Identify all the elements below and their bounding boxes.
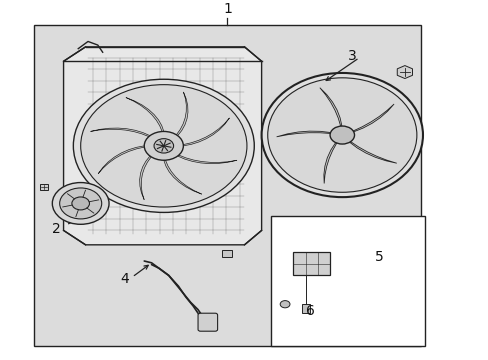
- Circle shape: [60, 188, 102, 219]
- Text: 2: 2: [52, 222, 61, 236]
- Bar: [222, 250, 232, 257]
- Bar: [34, 25, 420, 346]
- Text: 6: 6: [305, 305, 314, 318]
- Polygon shape: [319, 88, 341, 126]
- Text: 3: 3: [347, 49, 356, 63]
- Polygon shape: [177, 155, 237, 164]
- Ellipse shape: [267, 78, 416, 192]
- Polygon shape: [126, 98, 163, 131]
- Polygon shape: [176, 92, 187, 136]
- Circle shape: [52, 183, 109, 224]
- Text: 4: 4: [120, 272, 129, 286]
- Polygon shape: [163, 160, 202, 194]
- Polygon shape: [276, 131, 330, 137]
- Circle shape: [81, 85, 246, 207]
- Bar: [40, 184, 48, 190]
- Circle shape: [280, 301, 289, 308]
- Polygon shape: [396, 66, 412, 78]
- Polygon shape: [183, 118, 229, 146]
- Bar: [271, 216, 425, 346]
- Circle shape: [73, 79, 254, 212]
- Bar: [293, 252, 329, 275]
- Polygon shape: [98, 146, 144, 174]
- Bar: [302, 304, 309, 313]
- Ellipse shape: [261, 73, 422, 197]
- FancyBboxPatch shape: [198, 313, 217, 331]
- Circle shape: [72, 197, 89, 210]
- Circle shape: [144, 131, 183, 160]
- Polygon shape: [63, 47, 261, 245]
- Circle shape: [154, 139, 173, 153]
- Polygon shape: [140, 156, 151, 200]
- Circle shape: [329, 126, 354, 144]
- Polygon shape: [352, 104, 393, 132]
- Text: 5: 5: [374, 251, 383, 264]
- Polygon shape: [90, 128, 150, 136]
- Polygon shape: [323, 143, 336, 184]
- Polygon shape: [349, 141, 396, 163]
- Text: 1: 1: [223, 2, 231, 16]
